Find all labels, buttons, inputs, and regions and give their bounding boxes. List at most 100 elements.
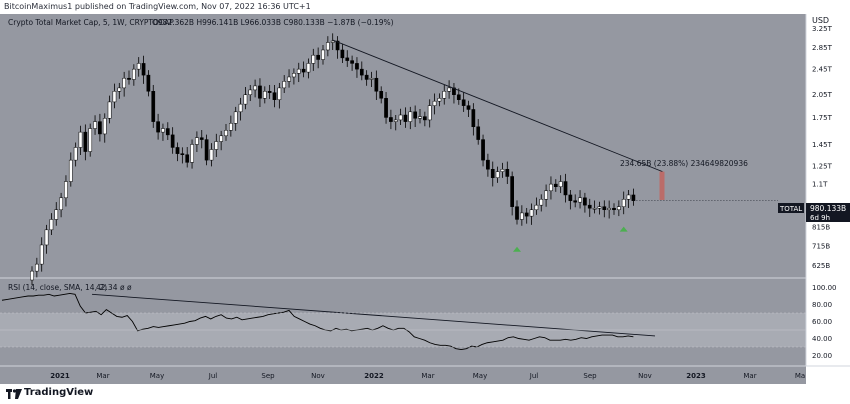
candle-down [583, 197, 587, 206]
rsi-trendline [91, 293, 656, 337]
candle-up [253, 85, 257, 91]
rsi-legend-extra: ø ø [120, 283, 132, 292]
candle-down [631, 194, 636, 201]
candle-down [466, 105, 471, 110]
candle-down [180, 153, 185, 155]
candle-up [432, 100, 437, 106]
candle-down [486, 159, 490, 170]
candle-down [510, 176, 514, 207]
candle-down [199, 137, 204, 140]
candle-down [423, 116, 427, 121]
candle-down [165, 128, 170, 136]
candle-up [209, 149, 214, 161]
candle-down [524, 212, 529, 217]
candle-down [403, 114, 408, 122]
chart-area[interactable]: 3.25T 2.85T 2.45T 2.05T 1.75T 1.45T 1.25T 1.1T 8… [0, 14, 850, 384]
currency-label: USD [812, 16, 829, 25]
candle-down [379, 91, 384, 99]
candle-up [243, 94, 248, 105]
time-axis[interactable]: 2021 Mar May Jul Sep Nov 2022 Mar May Jul Sep Nov 20… [50, 372, 805, 380]
candle-down [612, 207, 616, 211]
price-tick-label: 3.25T [812, 25, 833, 33]
candle-up [529, 209, 534, 217]
candle-down [471, 109, 476, 128]
candle-down [452, 87, 456, 95]
candle-down [568, 194, 573, 201]
candle-down [374, 77, 379, 92]
candle-up [408, 111, 413, 122]
price-tick-label: 1.45T [812, 141, 833, 149]
rsi-layer [1, 292, 656, 351]
candle-up [534, 204, 539, 211]
candle-up [54, 209, 59, 220]
rsi-tick-label: 60.00 [812, 318, 832, 326]
rsi-legend-label: RSI (14, close, SMA, 14, 2) [8, 283, 107, 292]
time-tick-label: Mar [421, 372, 434, 380]
candle-up [35, 263, 39, 272]
candle-up [626, 194, 631, 200]
time-tick-label: Ma [795, 372, 805, 380]
candle-down [340, 49, 345, 59]
candle-down [301, 68, 306, 73]
candle-down [587, 204, 592, 209]
candle-up [73, 147, 78, 161]
candle-up [549, 183, 553, 192]
price-tag-box [778, 203, 804, 213]
candle-down [204, 139, 209, 161]
candle-up [398, 114, 403, 121]
measure-box [659, 171, 665, 200]
candle-down [146, 74, 151, 92]
candle-down [345, 57, 350, 61]
price-label: TOTAL 980.133B 6d 9h [778, 203, 850, 222]
candle-up [621, 198, 626, 207]
candle-up [132, 68, 136, 80]
candle-down [141, 63, 146, 76]
candle-up [219, 135, 224, 142]
green-arrow-icon [619, 226, 628, 232]
candle-up [437, 98, 442, 102]
candle-up [262, 91, 267, 99]
candle-up [330, 40, 335, 43]
candle-up [68, 159, 73, 182]
rsi-line [1, 292, 634, 351]
candle-down [413, 111, 417, 119]
candle-up [597, 206, 602, 209]
candle-down [563, 181, 568, 196]
price-tick-label: 2.45T [812, 66, 833, 74]
candle-up [161, 128, 165, 133]
candle-down [127, 77, 131, 80]
candle-up [44, 229, 49, 246]
candle-up [88, 128, 93, 152]
rsi-tick-label: 100.00 [812, 284, 837, 292]
candle-up [418, 116, 422, 119]
candle-up [190, 144, 194, 163]
candle-down [359, 68, 364, 76]
legend: Crypto Total Market Cap, 5, 1W, CRYPTOCA… [8, 18, 394, 27]
price-tick-label: 715B [812, 242, 830, 250]
time-tick-label: Nov [311, 372, 325, 380]
price-axis: 3.25T 2.85T 2.45T 2.05T 1.75T 1.45T 1.25T 1.1T 8… [812, 25, 833, 270]
candle-up [117, 87, 122, 92]
candle-down [602, 206, 607, 211]
price-value-box [806, 203, 850, 222]
measure-label: 234.65B (23.88%) 234649820936 [620, 159, 748, 168]
tradingview-logo-icon [6, 389, 22, 399]
candle-up [427, 105, 432, 121]
candle-down [461, 99, 466, 106]
candle-down [456, 94, 461, 100]
candle-up [277, 87, 282, 100]
candle-up [39, 244, 44, 265]
candle-up [306, 63, 311, 73]
time-tick-label: Sep [261, 372, 275, 380]
candle-down [505, 168, 510, 177]
rsi-legend-value: 42.34 [96, 283, 118, 292]
price-tick-label: 1.1T [812, 181, 828, 189]
time-tick-label: 2021 [50, 372, 70, 380]
candle-down [151, 91, 156, 122]
candle-down [98, 121, 102, 135]
candle-up [136, 63, 141, 70]
candle-up [78, 131, 83, 148]
price-value: 980.133B [810, 204, 846, 213]
candle-up [93, 121, 97, 129]
brand-name: TradingView [24, 387, 94, 398]
